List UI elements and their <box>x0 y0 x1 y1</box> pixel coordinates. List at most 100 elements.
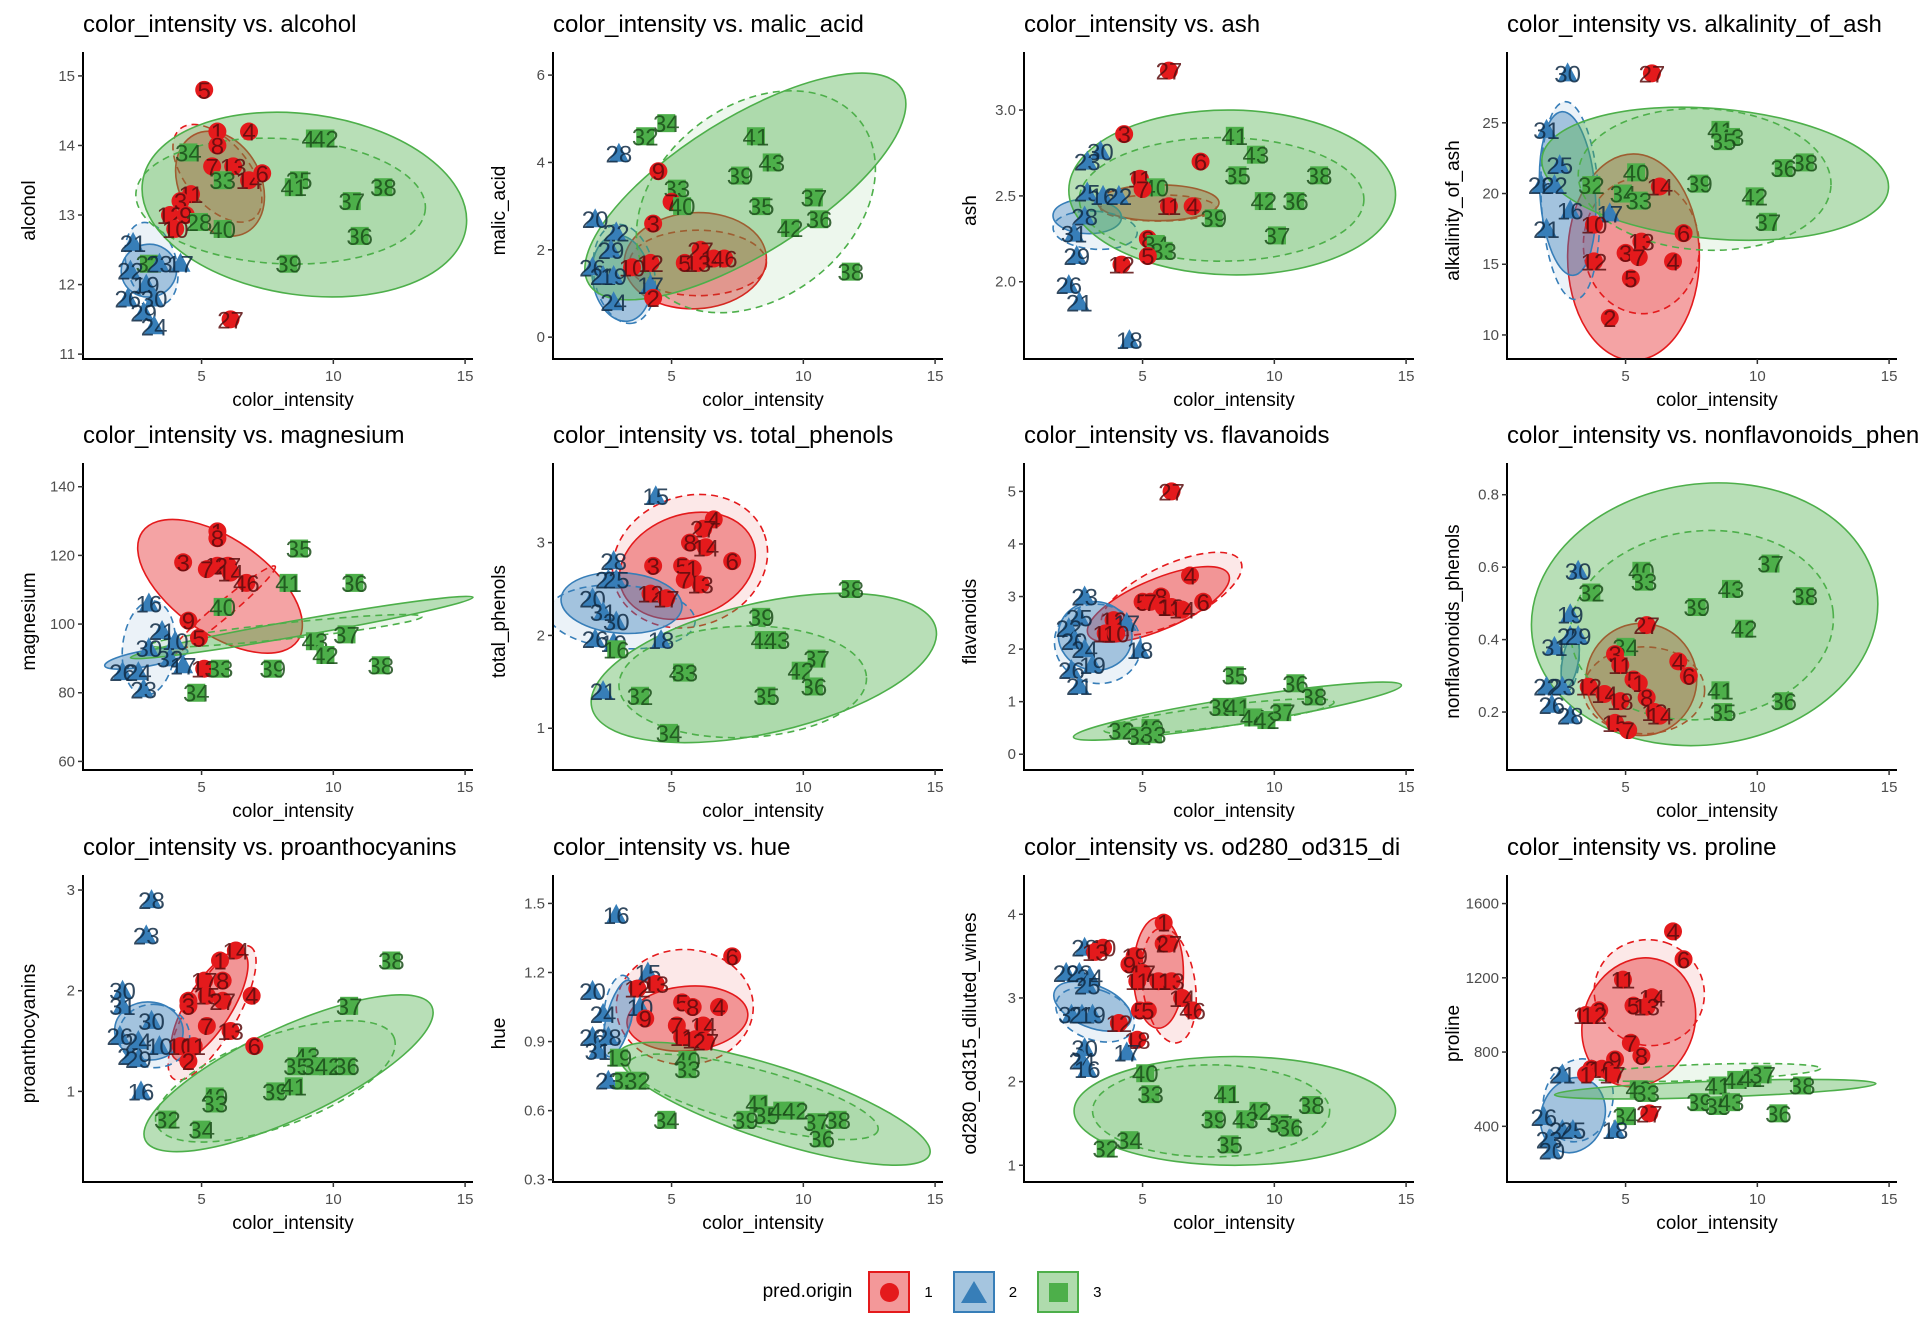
point-triangle <box>128 1030 149 1050</box>
point-square <box>1304 687 1323 706</box>
y-tick-label: 400 <box>1474 1118 1499 1135</box>
point-label: 38 <box>378 949 405 976</box>
plot-area: 1661513122010584924714111227262831194033… <box>579 903 931 1166</box>
x-tick-label: 5 <box>667 368 675 385</box>
point-label: 41 <box>280 175 307 202</box>
point-label: 32 <box>632 124 659 151</box>
point-triangle <box>1116 1041 1137 1061</box>
point-label: 36 <box>1770 156 1797 183</box>
point-label: 7 <box>1144 590 1157 617</box>
x-axis-title: color_intensity <box>1173 801 1295 822</box>
point-square <box>1136 1064 1155 1083</box>
point-circle <box>1154 913 1173 932</box>
point-square <box>1236 1110 1255 1129</box>
point-square <box>1228 697 1247 716</box>
point-triangle <box>606 221 627 241</box>
point-label: 33 <box>209 168 236 195</box>
point-label: 31 <box>1061 222 1088 249</box>
point-label: 20 <box>582 207 609 234</box>
point-circle <box>197 1016 216 1035</box>
point-triangle <box>136 273 157 293</box>
point-label: 41 <box>1707 678 1734 705</box>
y-tick-label: 2 <box>1008 1074 1016 1091</box>
square-icon <box>1048 1282 1068 1302</box>
point-label: 3 <box>1619 241 1632 268</box>
point-triangle <box>120 259 141 279</box>
y-axis-title: proline <box>1443 1005 1464 1062</box>
point-label: 38 <box>837 260 864 287</box>
point-triangle <box>585 208 606 228</box>
point-triangle <box>1119 329 1140 349</box>
panel-title: color_intensity vs. hue <box>553 834 790 861</box>
point-triangle <box>1536 118 1557 138</box>
point-circle <box>240 122 259 141</box>
point-circle <box>675 253 694 272</box>
point-label: 39 <box>748 605 775 632</box>
point-square <box>1629 191 1648 210</box>
point-label: 30 <box>136 636 163 663</box>
y-tick-label: 100 <box>50 616 75 633</box>
legend: pred.origin 1 2 3 <box>0 1262 1920 1322</box>
point-triangle <box>1560 704 1581 724</box>
point-label: 10 <box>146 1034 173 1061</box>
point-label: 3 <box>646 212 659 239</box>
point-square <box>213 597 232 616</box>
point-label: 39 <box>1200 206 1227 233</box>
y-axis-title: nonflavonoids_phenols <box>1443 524 1464 718</box>
y-tick-label: 1 <box>1008 1157 1016 1174</box>
panel-7: 2748571131462325121722161020241819262135… <box>960 422 1414 822</box>
point-label: 30 <box>1554 61 1581 88</box>
point-label: 26 <box>107 1024 134 1051</box>
point-square <box>1154 241 1173 260</box>
point-label: 4 <box>1186 194 1199 221</box>
y-tick-label: 15 <box>1482 256 1499 273</box>
point-label: 41 <box>1214 1082 1241 1109</box>
point-label: 19 <box>606 1046 633 1073</box>
x-axis-title: color_intensity <box>1656 1213 1778 1234</box>
point-square <box>1721 1093 1740 1112</box>
point-label: 30 <box>603 610 630 637</box>
point-circle <box>1642 64 1661 83</box>
point-square <box>382 951 401 970</box>
y-tick-label: 2.5 <box>995 188 1016 205</box>
point-label: 38 <box>1791 584 1818 611</box>
x-axis-title: color_intensity <box>1173 390 1295 411</box>
point-square <box>266 1082 285 1101</box>
point-label: 25 <box>1560 1118 1587 1145</box>
x-axis-title: color_intensity <box>702 390 824 411</box>
point-label: 37 <box>338 189 365 216</box>
x-tick-label: 15 <box>1398 1191 1415 1208</box>
point-circle <box>1149 972 1168 991</box>
point-label: 43 <box>1718 577 1745 604</box>
point-triangle <box>138 592 159 612</box>
point-circle <box>221 1021 240 1040</box>
point-triangle <box>1557 62 1578 82</box>
point-triangle <box>109 1025 130 1045</box>
point-label: 37 <box>801 185 828 212</box>
point-label: 9 <box>652 159 665 186</box>
point-circle <box>723 552 742 571</box>
y-tick-label: 0.9 <box>524 1034 545 1051</box>
point-square <box>1144 725 1163 744</box>
point-label: 37 <box>1757 552 1784 579</box>
triangle-icon <box>960 1281 987 1303</box>
point-square <box>205 1094 224 1113</box>
point-label: 36 <box>1277 1116 1304 1143</box>
point-label: 41 <box>280 1074 307 1101</box>
point-label: 13 <box>1082 940 1109 967</box>
point-label: 5 <box>198 78 211 105</box>
point-triangle <box>1552 675 1573 695</box>
panel-title: color_intensity vs. od280_od315_di <box>1024 834 1400 861</box>
point-label: 25 <box>603 568 630 595</box>
point-label: 6 <box>256 161 269 188</box>
x-tick-label: 10 <box>1749 779 1766 796</box>
point-circle <box>195 659 214 678</box>
point-triangle <box>582 587 603 607</box>
point-square <box>213 219 232 238</box>
point-label: 24 <box>125 660 152 687</box>
point-triangle <box>1533 1106 1554 1126</box>
point-label: 17 <box>653 586 680 613</box>
point-label: 22 <box>1106 184 1133 211</box>
point-label: 8 <box>1635 1044 1648 1071</box>
point-square <box>791 661 810 680</box>
